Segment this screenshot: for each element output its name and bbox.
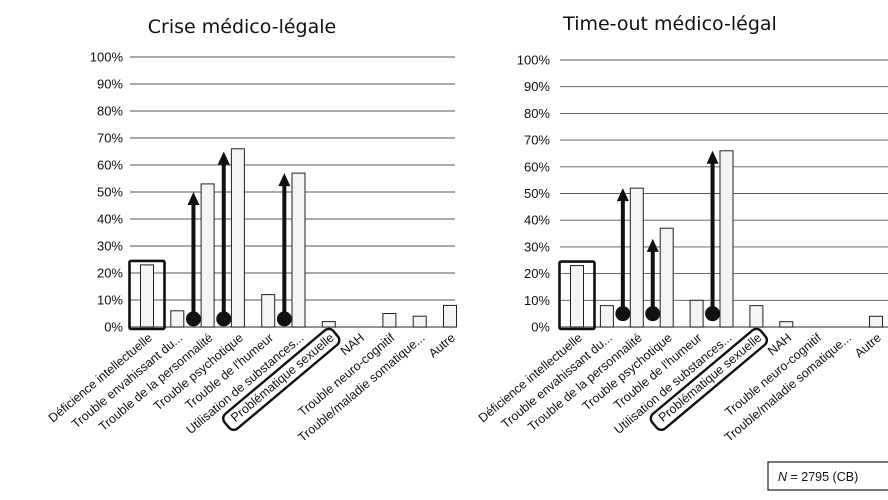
- y-tick-label: 10%: [97, 293, 123, 308]
- y-tick-label: 30%: [97, 239, 123, 254]
- y-tick-label: 0%: [104, 320, 123, 335]
- y-tick-label: 60%: [524, 159, 550, 174]
- chart-crise: Crise médico-légale 0% 10% 20% 30% 40% 50% 60%…: [46, 16, 458, 445]
- y-tick-label: 20%: [524, 266, 550, 281]
- y-tick-label: 40%: [524, 213, 550, 228]
- bar-trouble-de-l-humeur: [689, 299, 704, 328]
- bar-problematique-sexuelle: [749, 305, 764, 328]
- chart-title: Time-out médico-légal: [562, 13, 777, 35]
- y-tick-label: 40%: [97, 212, 123, 227]
- highlight-box: [128, 259, 166, 331]
- bar-autre: [443, 304, 457, 328]
- y-tick-label: 80%: [97, 104, 123, 119]
- bar-trouble-psychotique: [230, 148, 245, 328]
- y-tick-label: 50%: [524, 186, 550, 201]
- y-tick-label: 90%: [524, 79, 550, 94]
- arrow-head: [278, 173, 291, 187]
- chart-time-out: Time-out médico-légal 0% 10% 20% 30% 40% 50% 6…: [476, 13, 888, 445]
- highlight-label-box: [221, 327, 341, 432]
- sample-size-value: = 2795 (CB): [787, 470, 858, 484]
- sample-size-symbol: N: [778, 470, 788, 484]
- arrow-origin-dot: [705, 306, 721, 322]
- bar-trouble-de-la-personnalite: [200, 183, 215, 328]
- arrow-origin-dot: [185, 311, 201, 327]
- y-tick-label: 10%: [524, 293, 550, 308]
- highlight-label-box: [649, 327, 769, 432]
- arrow-origin-dot: [645, 306, 661, 322]
- bar-trouble-psychotique: [659, 227, 674, 328]
- bar-autre: [869, 315, 883, 328]
- arrow-origin-dot: [216, 311, 232, 327]
- y-tick-label: 60%: [97, 158, 123, 173]
- bar-deficience-intellectuelle: [570, 265, 584, 328]
- arrow-origin-dot: [276, 311, 292, 327]
- arrow-head: [646, 238, 659, 252]
- bar-problematique-sexuelle: [321, 321, 336, 328]
- arrow-head: [217, 151, 230, 165]
- x-tick-label: Autre: [852, 331, 884, 361]
- arrow-origin-dot: [615, 306, 631, 322]
- y-tick-label: 20%: [97, 266, 123, 281]
- bar-utilisation-de-substances: [291, 172, 306, 328]
- y-tick-label: 80%: [524, 106, 550, 121]
- y-tick-label: 100%: [517, 53, 551, 68]
- y-tick-label: 70%: [97, 131, 123, 146]
- chart-title: Crise médico-légale: [148, 16, 336, 38]
- y-tick-label: 100%: [90, 50, 124, 65]
- y-tick-label: 70%: [524, 133, 550, 148]
- y-tick-label: 30%: [524, 239, 550, 254]
- y-tick-label: 0%: [531, 320, 550, 335]
- bar-trouble-neuro-cognitif: [382, 313, 397, 328]
- bar-trouble-envahissant-du: [170, 310, 185, 328]
- y-tick-label: 90%: [97, 77, 123, 92]
- arrow-head: [616, 188, 629, 202]
- svg-text:N = 2795 (CB): N = 2795 (CB): [778, 470, 858, 484]
- bar-utilisation-de-substances: [719, 150, 734, 328]
- bar-trouble-envahissant-du: [599, 305, 614, 328]
- arrow-head: [187, 192, 200, 205]
- bar-trouble-maladie-somatique: [412, 315, 427, 328]
- bar-nah: [779, 321, 794, 328]
- y-tick-label: 50%: [97, 185, 123, 200]
- arrow-head: [706, 150, 719, 164]
- sample-size-note: N = 2795 (CB): [767, 461, 888, 491]
- highlight-box: [558, 260, 596, 331]
- bar-deficience-intellectuelle: [140, 264, 154, 328]
- bar-trouble-de-l-humeur: [261, 294, 276, 328]
- bar-trouble-de-la-personnalite: [629, 187, 644, 328]
- x-tick-label: Autre: [426, 331, 458, 361]
